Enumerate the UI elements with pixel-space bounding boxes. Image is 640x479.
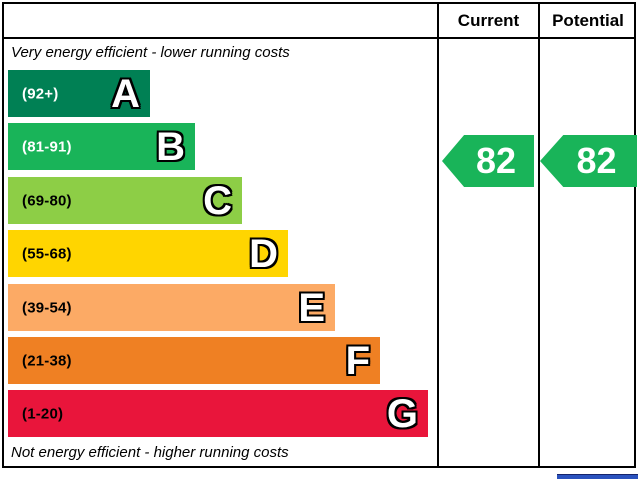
band-E: (39-54) E xyxy=(8,284,335,331)
header-potential-label: Potential xyxy=(552,10,624,30)
band-D: (55-68) D xyxy=(8,230,288,277)
band-range-label: (1-20) xyxy=(22,405,64,422)
column-divider-potential xyxy=(538,2,540,468)
band-C: (69-80) C xyxy=(8,177,242,224)
band-letter: C xyxy=(203,178,232,223)
band-letter: E xyxy=(298,285,325,330)
band-G: (1-20) G xyxy=(8,390,428,437)
band-A: (92+) A xyxy=(8,70,150,117)
top-note: Very energy efficient - lower running co… xyxy=(11,44,290,61)
band-letter: A xyxy=(111,71,140,116)
band-letter: B xyxy=(156,124,185,169)
band-range-label: (92+) xyxy=(22,85,59,102)
band-F: (21-38) F xyxy=(8,337,380,384)
band-range-label: (21-38) xyxy=(22,352,72,369)
header-current-label: Current xyxy=(457,10,520,30)
current-arrow: 82 xyxy=(442,135,534,187)
band-range-label: (39-54) xyxy=(22,299,72,316)
band-range-label: (81-91) xyxy=(22,138,72,155)
header-divider xyxy=(2,37,636,39)
band-letter: G xyxy=(386,391,418,436)
band-range-label: (55-68) xyxy=(22,245,72,262)
current-value: 82 xyxy=(475,140,517,181)
partial-blue-box-edge xyxy=(557,474,638,479)
band-letter: D xyxy=(249,231,278,276)
column-divider-current xyxy=(437,2,439,468)
potential-arrow: 82 xyxy=(540,135,637,187)
band-letter: F xyxy=(345,338,370,383)
band-B: (81-91) B xyxy=(8,123,195,170)
bottom-note: Not energy efficient - higher running co… xyxy=(11,444,289,461)
bands: (92+) A (81-91) B (69-80) C (55-68) D (39-54) E (2… xyxy=(8,70,437,438)
potential-value: 82 xyxy=(576,140,617,181)
band-range-label: (69-80) xyxy=(22,192,72,209)
